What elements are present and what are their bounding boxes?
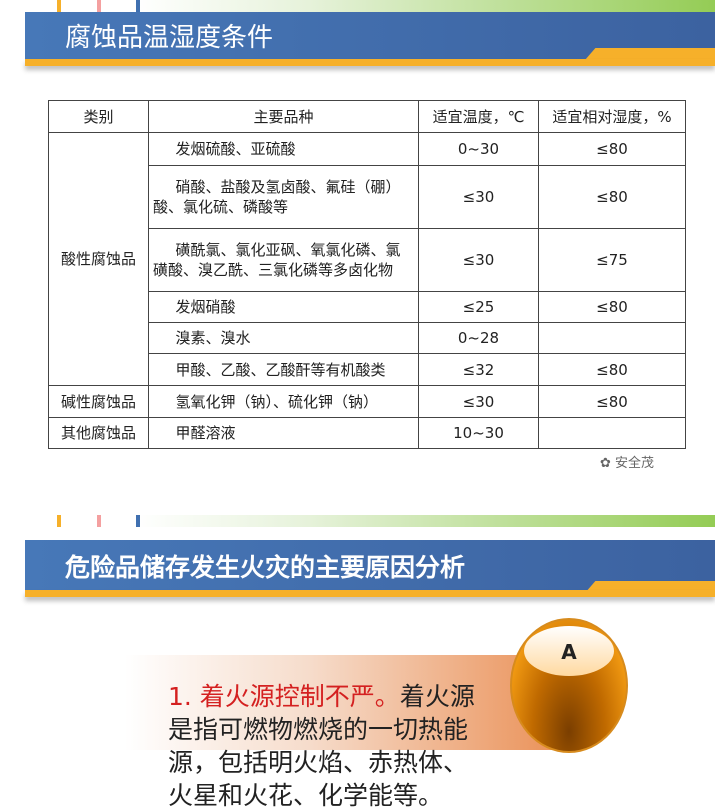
humidity-cell — [538, 322, 686, 354]
temp-cell: ≤30 — [418, 228, 539, 292]
humidity-cell: ≤80 — [538, 165, 686, 229]
humidity-cell — [538, 417, 686, 449]
badge-letter: A — [561, 640, 577, 664]
item-cell: 硝酸、盐酸及氢卤酸、氟硅（硼）酸、氯化硫、磷酸等 — [148, 165, 419, 229]
section-header-1: 腐蚀品温湿度条件 — [25, 0, 715, 80]
group-cell: 其他腐蚀品 — [48, 417, 149, 449]
humidity-cell: ≤80 — [538, 291, 686, 323]
temp-cell: 10~30 — [418, 417, 539, 449]
table-header-row: 类别 主要品种 适宜温度，℃ 适宜相对湿度，% — [48, 100, 686, 133]
accent-bar — [57, 0, 61, 12]
table-row: 硝酸、盐酸及氢卤酸、氟硅（硼）酸、氯化硫、磷酸等 ≤30 ≤80 — [49, 165, 686, 229]
humidity-cell: ≤80 — [538, 385, 686, 418]
accent-bar — [97, 515, 101, 527]
temp-cell: 0~28 — [418, 322, 539, 354]
cause-body: 着火源是指可燃物燃烧的一切热能源，包括明火焰、赤热体、火星和火花、化学能等。 — [168, 682, 475, 810]
header-humidity: 适宜相对湿度，% — [538, 100, 686, 133]
table-row: 酸性腐蚀品 发烟硫酸、亚硫酸 0~30 ≤80 — [48, 132, 686, 386]
item-cell: 溴素、溴水 — [148, 322, 419, 354]
table-row: 甲酸、乙酸、乙酸酐等有机酸类 ≤32 ≤80 — [49, 353, 686, 386]
humidity-cell: ≤80 — [538, 353, 686, 386]
item-cell: 磺酰氯、氯化亚砜、氧氯化磷、氯磺酸、溴乙酰、三氯化磷等多卤化物 — [148, 228, 419, 292]
badge-shine — [524, 626, 614, 676]
watermark-text: 安全茂 — [615, 456, 655, 471]
header-temp: 适宜温度，℃ — [418, 100, 539, 133]
watermark: ✿ 安全茂 — [600, 452, 654, 471]
badge-a: A — [510, 618, 628, 753]
cause-heading: 1. 着火源控制不严。 — [168, 682, 400, 711]
header-item: 主要品种 — [148, 100, 419, 133]
accent-bar — [97, 0, 101, 12]
group-cell: 碱性腐蚀品 — [48, 385, 149, 418]
item-cell: 甲醛溶液 — [148, 417, 419, 449]
item-cell: 发烟硝酸 — [148, 291, 419, 323]
section-title: 腐蚀品温湿度条件 — [65, 23, 274, 53]
gradient-strip — [135, 0, 715, 12]
temp-cell: ≤32 — [418, 353, 539, 386]
section-header-2: 危险品储存发生火灾的主要原因分析 — [25, 515, 715, 597]
table-row: 溴素、溴水 0~28 — [49, 322, 686, 354]
temp-cell: ≤25 — [418, 291, 539, 323]
orange-underline — [25, 59, 715, 66]
table-row: 碱性腐蚀品 氢氧化钾（钠）、硫化钾（钠） ≤30 ≤80 — [48, 385, 686, 418]
item-cell: 发烟硫酸、亚硫酸 — [148, 132, 419, 166]
wechat-icon: ✿ — [600, 456, 616, 471]
item-cell: 氢氧化钾（钠）、硫化钾（钠） — [148, 385, 419, 418]
temp-cell: ≤30 — [418, 385, 539, 418]
section-title: 危险品储存发生火灾的主要原因分析 — [65, 553, 466, 582]
orange-underline — [25, 590, 715, 597]
temperature-humidity-table: 类别 主要品种 适宜温度，℃ 适宜相对湿度，% 酸性腐蚀品 发烟硫酸、亚硫酸 0… — [48, 100, 686, 449]
temp-cell: 0~30 — [418, 132, 539, 166]
orange-notch — [585, 48, 715, 60]
accent-bar — [136, 515, 140, 527]
group-cell: 酸性腐蚀品 — [48, 132, 149, 386]
temp-cell: ≤30 — [418, 165, 539, 229]
highlight-band — [125, 655, 585, 750]
cause-paragraph: 1. 着火源控制不严。着火源是指可燃物燃烧的一切热能源，包括明火焰、赤热体、火星… — [168, 680, 488, 812]
header-category: 类别 — [48, 100, 149, 133]
humidity-cell: ≤80 — [538, 132, 686, 166]
accent-bar — [136, 0, 140, 12]
item-cell: 甲酸、乙酸、乙酸酐等有机酸类 — [148, 353, 419, 386]
humidity-cell: ≤75 — [538, 228, 686, 292]
table-row: 其他腐蚀品 甲醛溶液 10~30 — [48, 417, 686, 449]
accent-bar — [57, 515, 61, 527]
gradient-strip — [135, 515, 715, 527]
